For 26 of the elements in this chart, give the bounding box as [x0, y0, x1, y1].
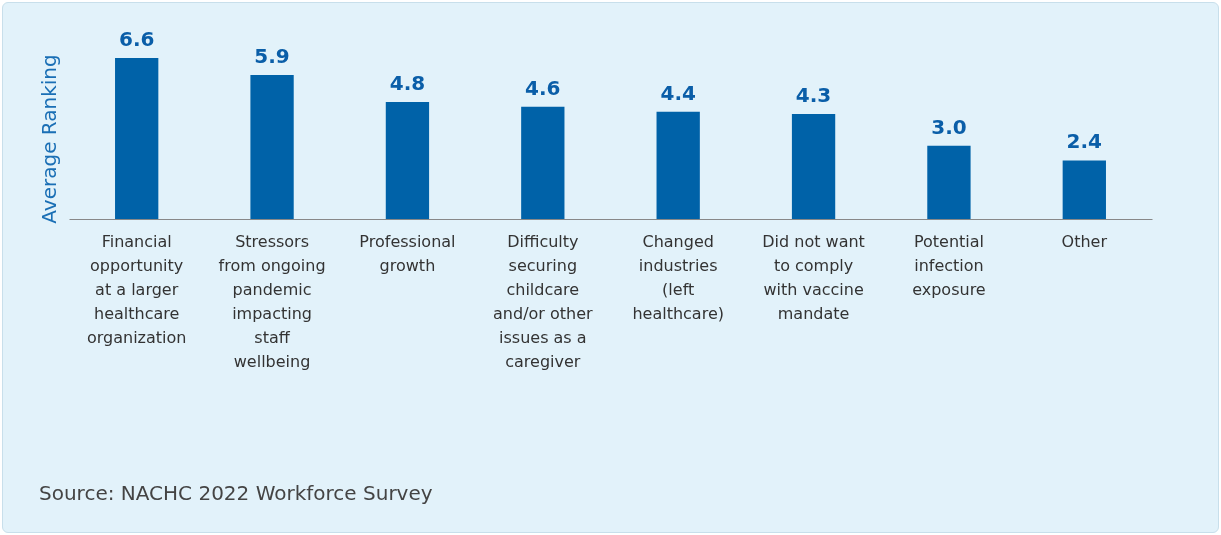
bar: [385, 101, 430, 219]
bar: [115, 58, 159, 219]
y-axis-title: Average Ranking: [36, 54, 61, 224]
bar: [927, 145, 971, 219]
bar: [250, 75, 294, 219]
data-label: 5.9: [254, 44, 290, 69]
data-label: 3.0: [931, 114, 967, 139]
data-label: 4.8: [389, 70, 426, 95]
data-label: 2.4: [1066, 129, 1103, 154]
bar: [521, 106, 565, 219]
data-label: 4.4: [660, 80, 696, 105]
x-tick-label: Professional growth: [359, 231, 456, 275]
x-tick-label: Stressors from ongoing pandemic impacting staff wellbeing: [218, 231, 326, 371]
data-label: 4.3: [795, 83, 832, 108]
x-tick-label: Did not want to comply with vaccine mandate: [762, 231, 865, 323]
x-tick-label: Potential infection exposure: [912, 231, 986, 299]
x-tick-label: Changed industries (left healthcare): [632, 231, 724, 323]
x-tick-label: Other: [1061, 231, 1108, 251]
data-label: 4.6: [525, 75, 561, 100]
bar: [1062, 160, 1106, 219]
x-tick-label: Difficulty securing childcare and/or other issues as a caregiver: [493, 231, 594, 371]
x-tick-label: Financial opportunity at a larger healthcare organization: [86, 231, 187, 347]
bar: [791, 114, 836, 219]
source-note: Source: NACHC 2022 Workforce Survey: [39, 481, 433, 505]
bar: [656, 111, 700, 219]
data-label: 6.6: [118, 27, 155, 51]
